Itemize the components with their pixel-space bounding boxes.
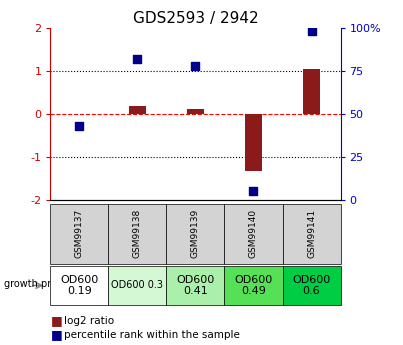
Text: percentile rank within the sample: percentile rank within the sample (64, 330, 240, 339)
Text: OD600
0.19: OD600 0.19 (60, 275, 98, 296)
Bar (245, 114, 262, 171)
Point (134, 56, 141, 61)
Text: GSM99140: GSM99140 (249, 209, 258, 258)
Text: log2 ratio: log2 ratio (64, 316, 114, 326)
Text: GSM99138: GSM99138 (133, 209, 142, 258)
Bar (303, 69, 320, 114)
Text: OD600
0.41: OD600 0.41 (177, 275, 214, 296)
Bar (187, 109, 204, 114)
Point (76, 123, 83, 129)
Text: GSM99141: GSM99141 (307, 209, 316, 258)
Text: OD600
0.49: OD600 0.49 (235, 275, 272, 296)
Text: GSM99139: GSM99139 (191, 209, 200, 258)
Text: ■: ■ (50, 314, 62, 327)
Point (192, 63, 199, 68)
Point (308, 28, 315, 34)
Text: OD600 0.3: OD600 0.3 (111, 280, 164, 290)
Text: GSM99137: GSM99137 (75, 209, 84, 258)
Title: GDS2593 / 2942: GDS2593 / 2942 (133, 11, 258, 27)
Point (250, 189, 257, 194)
Text: growth protocol: growth protocol (4, 279, 81, 289)
Text: ■: ■ (50, 328, 62, 341)
Text: OD600
0.6: OD600 0.6 (293, 275, 330, 296)
Bar (129, 106, 146, 114)
